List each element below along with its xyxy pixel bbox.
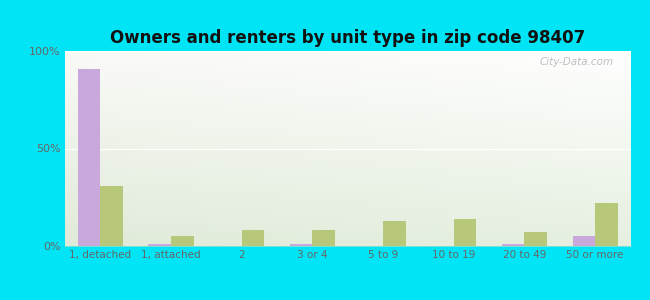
Bar: [171, 236, 194, 246]
Bar: [525, 232, 547, 246]
Title: Owners and renters by unit type in zip code 98407: Owners and renters by unit type in zip c…: [110, 29, 586, 47]
Bar: [148, 244, 171, 246]
Bar: [78, 68, 100, 246]
Bar: [573, 236, 595, 246]
Bar: [290, 244, 313, 246]
Bar: [313, 230, 335, 246]
Bar: [454, 219, 476, 246]
Bar: [242, 230, 265, 246]
Bar: [383, 220, 406, 246]
Bar: [595, 203, 617, 246]
Text: City-Data.com: City-Data.com: [540, 57, 614, 67]
Bar: [502, 244, 525, 246]
Bar: [100, 185, 123, 246]
